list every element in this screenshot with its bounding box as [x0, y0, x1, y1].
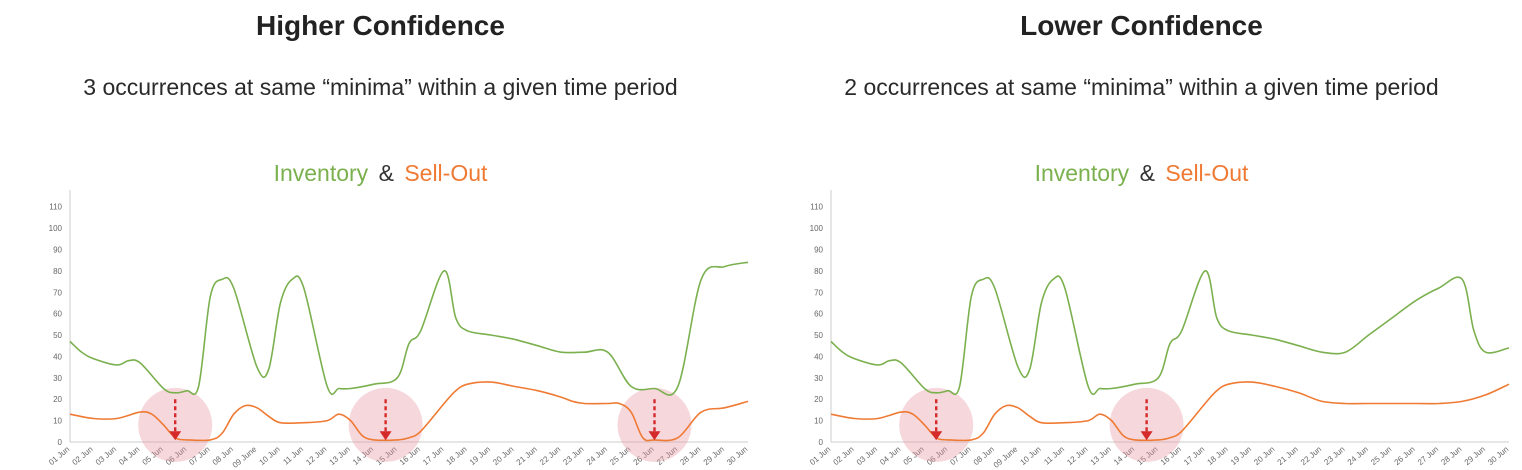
y-tick-label: 0 — [819, 438, 824, 447]
x-tick-label: 17 Jun — [421, 445, 445, 467]
y-tick-label: 40 — [53, 352, 62, 361]
series-line-inventory — [69, 261, 749, 396]
y-tick-label: 70 — [53, 288, 62, 297]
x-tick-label: 09 June — [992, 444, 1020, 470]
y-tick-label: 30 — [53, 374, 62, 383]
x-tick-label: 27 Jun — [1416, 445, 1440, 467]
y-tick-label: 50 — [53, 331, 62, 340]
y-tick-label: 60 — [814, 310, 823, 319]
x-tick-label: 23 Jun — [561, 445, 585, 467]
x-tick-label: 22 Jun — [538, 445, 562, 467]
y-tick-label: 50 — [814, 331, 823, 340]
x-tick-label: 29 Jun — [702, 445, 726, 467]
minima-arrow-head — [1140, 431, 1153, 441]
chart-panel-right: Lower Confidence 2 occurrences at same “… — [761, 0, 1522, 470]
minima-arrow-head — [648, 431, 661, 441]
y-tick-label: 90 — [53, 245, 62, 254]
chart-title: Inventory & Sell-Out — [0, 160, 761, 187]
line-chart-right: 0 10 20 30 40 50 60 70 80 90 100 110 01 Jun 02 Jun 03 … — [808, 190, 1510, 470]
series-line-inventory — [830, 270, 1510, 396]
x-tick-label: 03 Jun — [94, 445, 118, 467]
x-tick-label: 21 Jun — [515, 445, 539, 467]
chart-title-ampersand: & — [1139, 160, 1155, 186]
x-tick-label: 20 Jun — [491, 445, 515, 467]
minima-highlight-circle — [899, 387, 974, 462]
y-tick-label: 80 — [53, 267, 62, 276]
x-tick-label: 18 Jun — [1206, 445, 1230, 467]
minima-arrow-head — [379, 431, 392, 441]
x-tick-label: 10 Jun — [1019, 445, 1043, 467]
x-tick-label: 13 Jun — [1089, 445, 1113, 467]
x-tick-label: 26 Jun — [1393, 445, 1417, 467]
x-tick-label: 29 Jun — [1463, 445, 1487, 467]
x-tick-label: 28 Jun — [1439, 445, 1463, 467]
x-tick-label: 30 Jun — [1486, 445, 1510, 467]
x-tick-label: 25 Jun — [1369, 445, 1393, 467]
x-tick-label: 21 Jun — [1276, 445, 1300, 467]
panel-subheading: 3 occurrences at same “minima” within a … — [83, 74, 678, 100]
chart-title-sellout: Sell-Out — [1165, 160, 1249, 186]
y-tick-label: 20 — [814, 395, 823, 404]
y-tick-label: 100 — [810, 224, 824, 233]
y-tick-label: 80 — [814, 267, 823, 276]
x-tick-label: 04 Jun — [117, 445, 141, 467]
x-tick-label: 19 Jun — [1229, 445, 1253, 467]
minima-highlight-circle — [1109, 387, 1184, 462]
x-tick-label: 23 Jun — [1322, 445, 1346, 467]
y-tick-label: 30 — [814, 374, 823, 383]
x-tick-label: 04 Jun — [878, 445, 902, 467]
x-tick-label: 12 Jun — [1065, 445, 1089, 467]
x-tick-label: 30 Jun — [725, 445, 749, 467]
x-tick-label: 19 Jun — [468, 445, 492, 467]
minima-highlight-circle — [138, 387, 213, 462]
x-tick-label: 02 Jun — [831, 445, 855, 467]
x-tick-label: 10 Jun — [258, 445, 282, 467]
chart-title-ampersand: & — [378, 160, 394, 186]
chart-title-inventory: Inventory — [1034, 160, 1130, 186]
y-tick-label: 110 — [49, 203, 62, 212]
minima-arrow-head — [930, 431, 943, 441]
chart-title-inventory: Inventory — [273, 160, 369, 186]
y-tick-label: 40 — [814, 352, 823, 361]
y-tick-label: 110 — [810, 203, 823, 212]
x-tick-label: 02 Jun — [70, 445, 94, 467]
y-tick-label: 20 — [53, 395, 62, 404]
y-tick-label: 10 — [53, 417, 62, 426]
panel-heading: Lower Confidence — [1020, 10, 1263, 41]
y-tick-label: 90 — [814, 245, 823, 254]
y-tick-label: 100 — [49, 224, 63, 233]
chart-title: Inventory & Sell-Out — [761, 160, 1522, 187]
x-tick-label: 24 Jun — [1346, 445, 1370, 467]
y-tick-label: 0 — [58, 438, 63, 447]
y-tick-label: 70 — [814, 288, 823, 297]
x-tick-label: 11 Jun — [281, 445, 305, 467]
x-tick-label: 20 Jun — [1252, 445, 1276, 467]
minima-arrow-head — [169, 431, 182, 441]
x-tick-label: 22 Jun — [1299, 445, 1323, 467]
x-tick-label: 18 Jun — [445, 445, 469, 467]
chart-title-sellout: Sell-Out — [404, 160, 488, 186]
y-tick-label: 60 — [53, 310, 62, 319]
x-tick-label: 11 Jun — [1042, 445, 1066, 467]
y-tick-label: 10 — [814, 417, 823, 426]
minima-highlight-circle — [617, 387, 692, 462]
line-chart-left: 0 10 20 30 40 50 60 70 80 90 100 110 01 Jun 02 Jun 03 … — [47, 190, 749, 470]
x-tick-label: 03 Jun — [855, 445, 879, 467]
panel-subheading: 2 occurrences at same “minima” within a … — [844, 74, 1439, 100]
x-tick-label: 24 Jun — [585, 445, 609, 467]
x-tick-label: 01 Jun — [808, 445, 832, 467]
x-tick-label: 01 Jun — [47, 445, 71, 467]
x-tick-label: 17 Jun — [1182, 445, 1206, 467]
x-tick-label: 13 Jun — [328, 445, 352, 467]
minima-highlight-circle — [348, 387, 423, 462]
panel-heading: Higher Confidence — [256, 10, 505, 41]
chart-panel-left: Higher Confidence 3 occurrences at same … — [0, 10, 761, 470]
x-tick-label: 12 Jun — [304, 445, 328, 467]
x-tick-label: 09 June — [231, 444, 259, 470]
series-line-sell-out — [830, 381, 1510, 442]
